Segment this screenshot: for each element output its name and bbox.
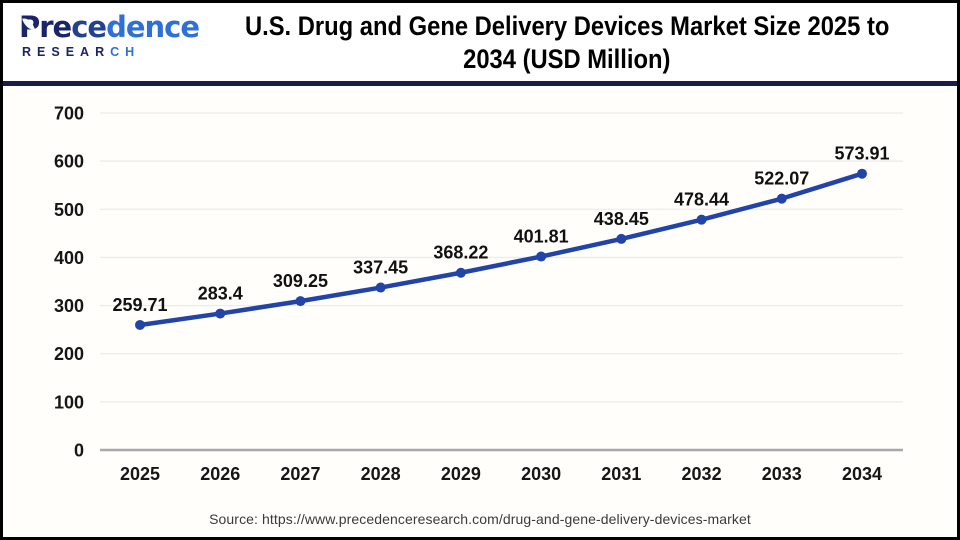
x-tick-label: 2034 (842, 464, 882, 484)
y-tick-label: 0 (74, 441, 84, 461)
y-tick-label: 300 (54, 296, 84, 316)
data-point (616, 233, 627, 244)
data-point-label: 259.71 (112, 295, 167, 315)
logo-subtitle: RESEARCH (22, 45, 141, 59)
data-point-label: 309.25 (273, 271, 328, 291)
y-tick-label: 500 (54, 200, 84, 220)
y-tick-label: 100 (54, 392, 84, 412)
data-point (295, 296, 306, 307)
data-point-label: 478.44 (674, 190, 729, 210)
line-chart: 0 100 200 300 400 500 600 700 2025 2026 2027 2028 20… (54, 104, 903, 484)
data-point-label: 438.45 (594, 209, 649, 229)
data-point (696, 214, 707, 225)
source-text: Source: https://www.precedenceresearch.c… (209, 511, 751, 527)
x-tick-label: 2026 (200, 464, 240, 484)
y-tick-label: 700 (54, 104, 84, 124)
chart-title: U.S. Drug and Gene Delivery Devices Mark… (183, 10, 951, 76)
data-point (215, 308, 226, 319)
data-point-label: 283.4 (198, 284, 243, 304)
header-divider (3, 81, 957, 86)
logo-text: ce (71, 10, 107, 44)
y-tick-label: 200 (54, 344, 84, 364)
logo-text: dence (106, 10, 200, 44)
x-tick-label: 2032 (682, 464, 722, 484)
data-point (536, 251, 547, 262)
x-tick-label: 2029 (441, 464, 481, 484)
data-point-label: 573.91 (834, 144, 889, 164)
data-point-label: 522.07 (754, 169, 809, 189)
x-tick-label: 2031 (601, 464, 641, 484)
y-tick-label: 400 (54, 248, 84, 268)
data-point (776, 193, 787, 204)
data-point-label: 337.45 (353, 258, 408, 278)
data-point-label: 401.81 (514, 227, 569, 247)
series-line (137, 171, 865, 328)
chart-title-line2: 2034 (USD Million) (463, 44, 671, 74)
logo-wordmark: Precedence (19, 10, 200, 44)
header: Precedence RESEARCH U.S. Drug and Gene D… (3, 3, 957, 81)
data-point (375, 282, 386, 293)
data-point (857, 168, 867, 179)
x-tick-label: 2030 (521, 464, 561, 484)
x-tick-label: 2028 (361, 464, 401, 484)
data-point-label: 368.22 (433, 243, 488, 263)
x-tick-label: 2033 (762, 464, 802, 484)
data-point (135, 319, 145, 330)
y-tick-label: 600 (54, 152, 84, 172)
precedence-logo: Precedence RESEARCH (19, 10, 200, 59)
x-tick-label: 2025 (120, 464, 160, 484)
data-point (455, 267, 466, 278)
x-tick-label: 2027 (280, 464, 320, 484)
chart-title-line1: U.S. Drug and Gene Delivery Devices Mark… (244, 11, 890, 41)
